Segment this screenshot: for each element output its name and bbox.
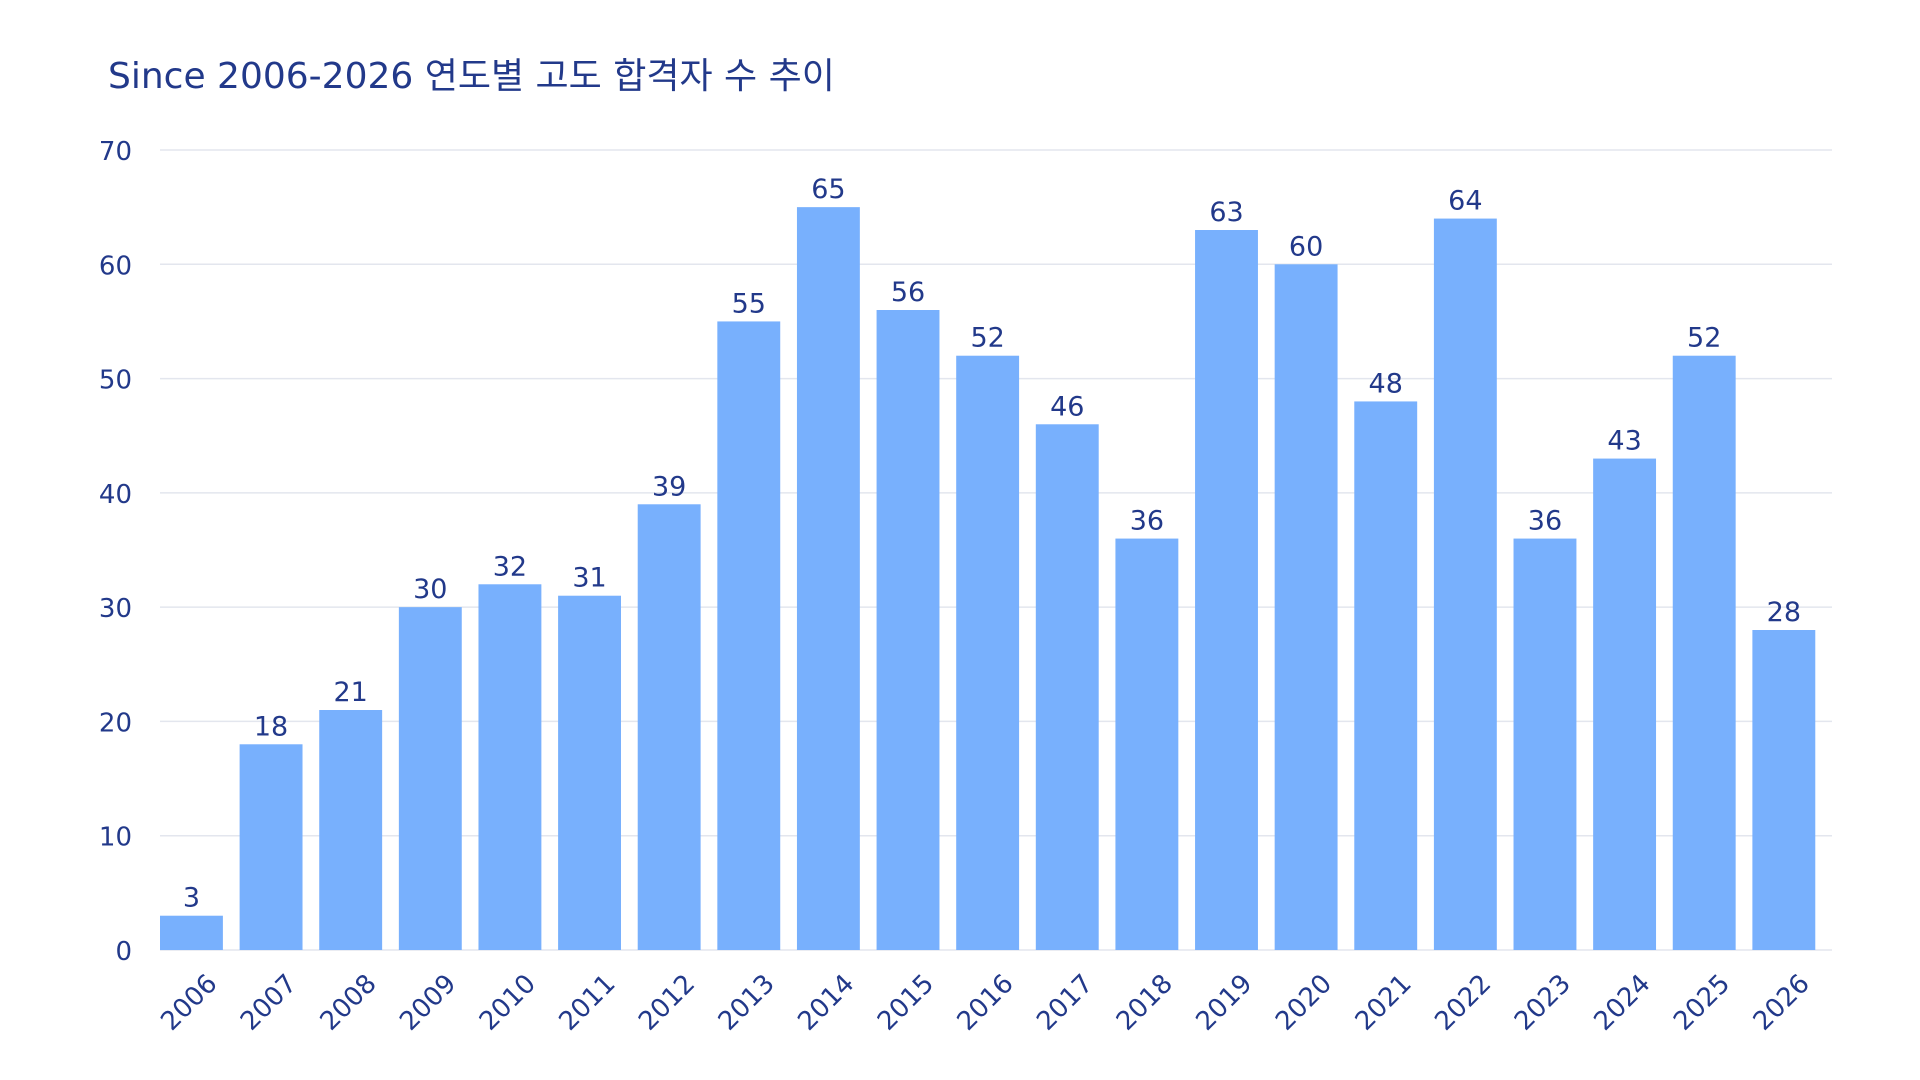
data-label: 39 xyxy=(652,471,686,502)
y-tick-label: 50 xyxy=(99,366,132,396)
x-tick-label: 2017 xyxy=(1031,969,1099,1037)
bar-2024 xyxy=(1593,458,1657,950)
data-label: 46 xyxy=(1050,391,1084,422)
x-tick-label: 2012 xyxy=(633,969,701,1037)
data-label: 48 xyxy=(1369,368,1403,399)
y-tick-label: 10 xyxy=(99,823,132,853)
x-tick-label: 2013 xyxy=(713,969,781,1037)
bar-2009 xyxy=(398,607,462,950)
y-tick-label: 40 xyxy=(99,480,132,510)
data-label: 43 xyxy=(1607,426,1641,457)
x-tick-label: 2019 xyxy=(1190,969,1258,1037)
bar-2013 xyxy=(717,321,781,950)
data-label: 63 xyxy=(1209,197,1243,228)
x-tick-label: 2023 xyxy=(1509,969,1577,1037)
x-tick-label: 2021 xyxy=(1350,969,1418,1037)
data-label: 56 xyxy=(891,277,925,308)
y-tick-label: 70 xyxy=(99,137,132,167)
bar-2008 xyxy=(319,710,383,950)
data-label: 32 xyxy=(493,551,527,582)
data-label: 21 xyxy=(334,677,368,708)
data-label: 52 xyxy=(970,323,1004,354)
data-label: 18 xyxy=(254,711,288,742)
data-label: 55 xyxy=(732,288,766,319)
chart-title: Since 2006-2026 연도별 고도 합격자 수 추이 xyxy=(108,56,835,97)
bar-2019 xyxy=(1195,230,1258,950)
bar-2015 xyxy=(876,310,940,950)
x-tick-label: 2006 xyxy=(155,969,223,1037)
bar-2020 xyxy=(1274,264,1338,950)
data-label: 3 xyxy=(183,883,200,914)
data-label: 36 xyxy=(1130,506,1164,537)
x-tick-label: 2009 xyxy=(394,969,462,1037)
data-label: 64 xyxy=(1448,186,1482,217)
bar-2022 xyxy=(1433,218,1497,951)
x-tick-label: 2025 xyxy=(1668,969,1736,1037)
bar-2010 xyxy=(478,584,542,950)
x-tick-label: 2011 xyxy=(554,969,622,1037)
x-tick-label: 2010 xyxy=(474,969,542,1037)
data-label: 30 xyxy=(413,574,447,605)
y-tick-label: 60 xyxy=(99,251,132,281)
x-tick-label: 2018 xyxy=(1111,969,1179,1037)
y-tick-label: 30 xyxy=(99,594,132,624)
x-tick-label: 2022 xyxy=(1429,969,1497,1037)
bar-2025 xyxy=(1672,355,1736,950)
bar-2021 xyxy=(1354,401,1418,950)
bar-2011 xyxy=(558,595,621,950)
y-tick-label: 0 xyxy=(115,937,132,967)
bar-2014 xyxy=(796,207,860,951)
data-label: 60 xyxy=(1289,231,1323,262)
x-tick-label: 2007 xyxy=(235,969,303,1037)
bar-2017 xyxy=(1035,424,1099,950)
bar-2012 xyxy=(637,504,701,950)
x-tick-label: 2015 xyxy=(872,969,940,1037)
data-label: 65 xyxy=(811,174,845,205)
data-label: 36 xyxy=(1528,506,1562,537)
bar-2006 xyxy=(160,915,223,950)
x-tick-label: 2026 xyxy=(1748,969,1816,1037)
data-label: 52 xyxy=(1687,323,1721,354)
x-tick-label: 2020 xyxy=(1270,969,1338,1037)
bar-2023 xyxy=(1513,538,1577,950)
bar-2026 xyxy=(1752,630,1816,950)
x-tick-label: 2008 xyxy=(315,969,383,1037)
bar-2007 xyxy=(239,744,303,950)
data-label: 28 xyxy=(1767,597,1801,628)
bar-2016 xyxy=(956,355,1020,950)
x-tick-label: 2024 xyxy=(1589,969,1657,1037)
y-tick-label: 20 xyxy=(99,708,132,738)
bar-2018 xyxy=(1115,538,1179,950)
data-label: 31 xyxy=(572,563,606,594)
x-tick-label: 2014 xyxy=(792,969,860,1037)
x-tick-label: 2016 xyxy=(952,969,1020,1037)
